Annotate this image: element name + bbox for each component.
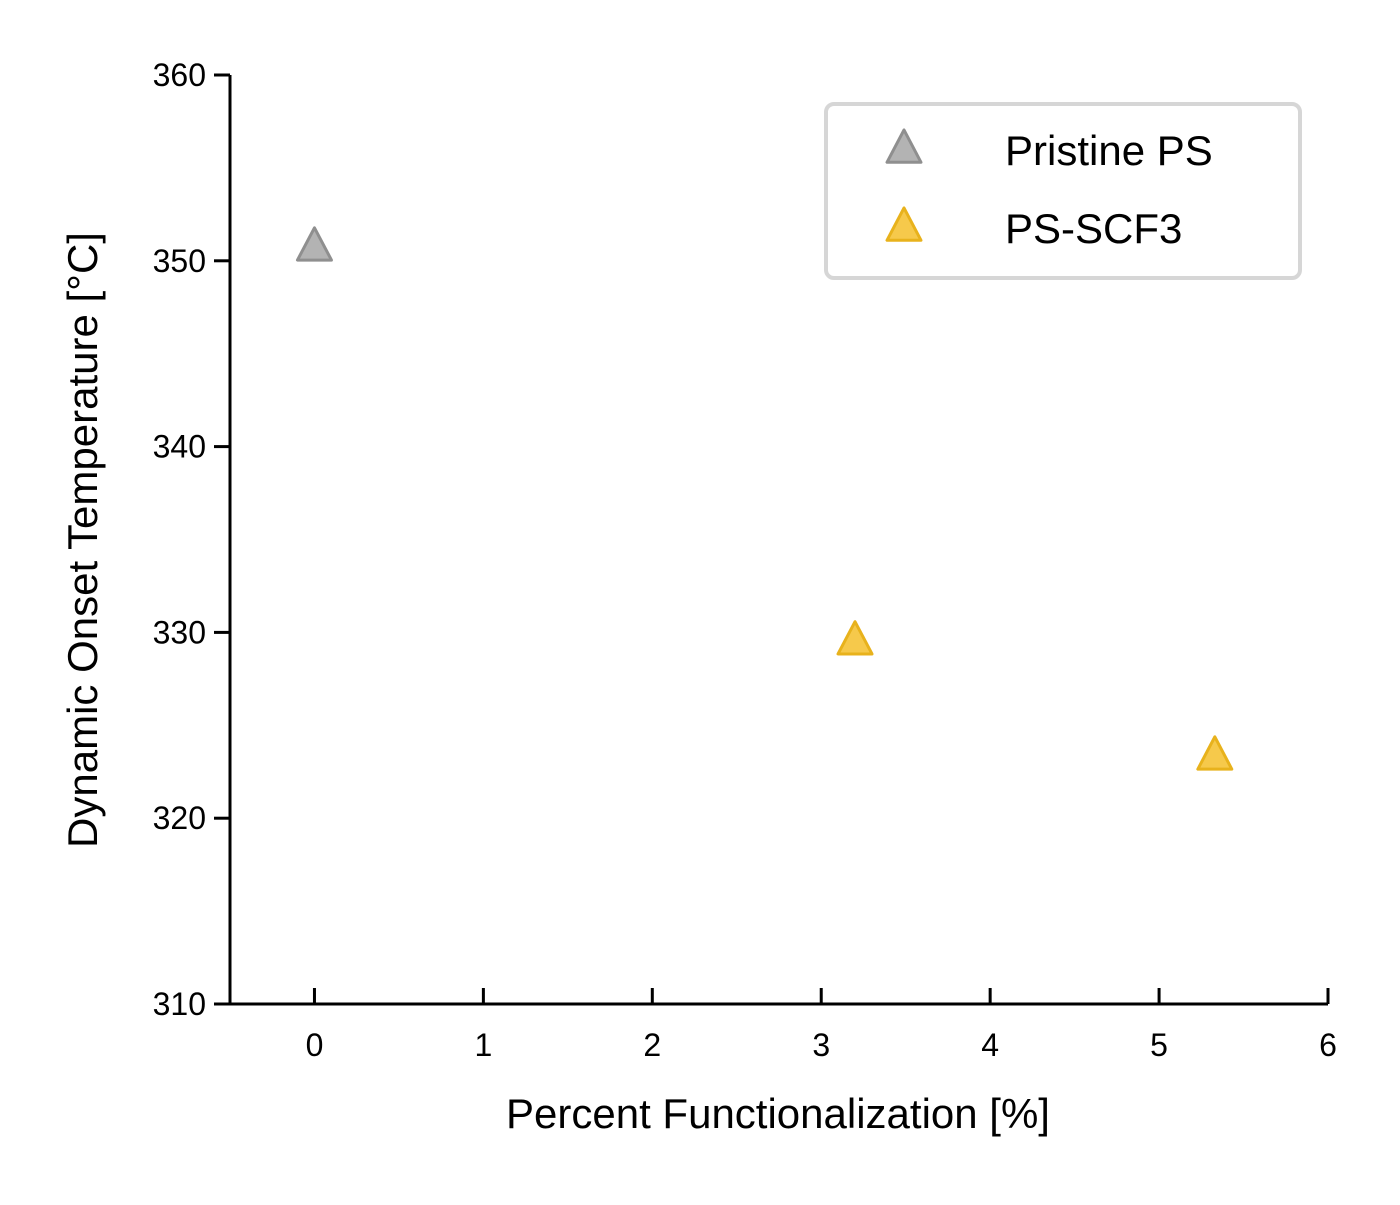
axes — [228, 75, 1328, 1006]
legend-marker-icon — [885, 206, 923, 242]
legend-label: PS-SCF3 — [1005, 205, 1182, 252]
x-tick-label: 2 — [643, 1027, 661, 1063]
y-tick-label: 330 — [153, 614, 206, 650]
y-tick-label: 360 — [153, 57, 206, 93]
y-axis-label: Dynamic Onset Temperature [°C] — [59, 232, 106, 848]
data-point-pristine-ps — [295, 226, 333, 262]
x-axis-label: Percent Functionalization [%] — [506, 1090, 1050, 1137]
legend: Pristine PS PS-SCF3 — [824, 102, 1302, 280]
legend-label: Pristine PS — [1005, 127, 1213, 174]
legend-marker-icon — [885, 128, 923, 164]
x-tick-label: 1 — [474, 1027, 492, 1063]
x-tick-label: 3 — [812, 1027, 830, 1063]
data-points — [295, 226, 1234, 771]
data-point-ps-scf3 — [836, 620, 874, 656]
y-tick-label: 340 — [153, 429, 206, 465]
y-tick-label: 320 — [153, 800, 206, 836]
x-tick-label: 4 — [981, 1027, 999, 1063]
y-tick-label: 350 — [153, 243, 206, 279]
data-point-ps-scf3 — [1196, 735, 1234, 771]
legend-frame — [824, 102, 1302, 280]
x-tick-label: 5 — [1150, 1027, 1168, 1063]
x-tick-label: 6 — [1319, 1027, 1337, 1063]
ticks: 0 1 2 3 4 5 6 310 320 330 340 350 360 — [153, 57, 1337, 1063]
x-tick-label: 0 — [306, 1027, 324, 1063]
legend-entries: Pristine PS PS-SCF3 — [885, 127, 1213, 252]
y-tick-label: 310 — [153, 986, 206, 1022]
